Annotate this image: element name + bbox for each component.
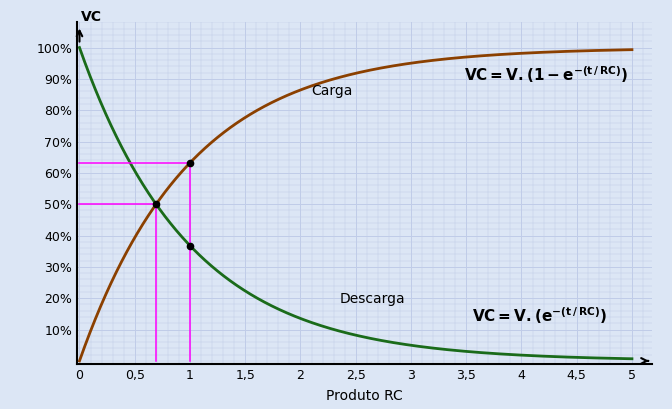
- Text: $\mathbf{VC=V.(1-e^{-(t\,/\,RC)})}$: $\mathbf{VC=V.(1-e^{-(t\,/\,RC)})}$: [464, 65, 628, 85]
- X-axis label: Produto RC: Produto RC: [326, 389, 403, 403]
- Text: Descarga: Descarga: [339, 292, 405, 306]
- Text: VC: VC: [81, 10, 101, 24]
- Text: Carga: Carga: [312, 84, 353, 98]
- Text: $\mathbf{VC=V.(e^{-(t\,/\,RC)})}$: $\mathbf{VC=V.(e^{-(t\,/\,RC)})}$: [472, 306, 607, 326]
